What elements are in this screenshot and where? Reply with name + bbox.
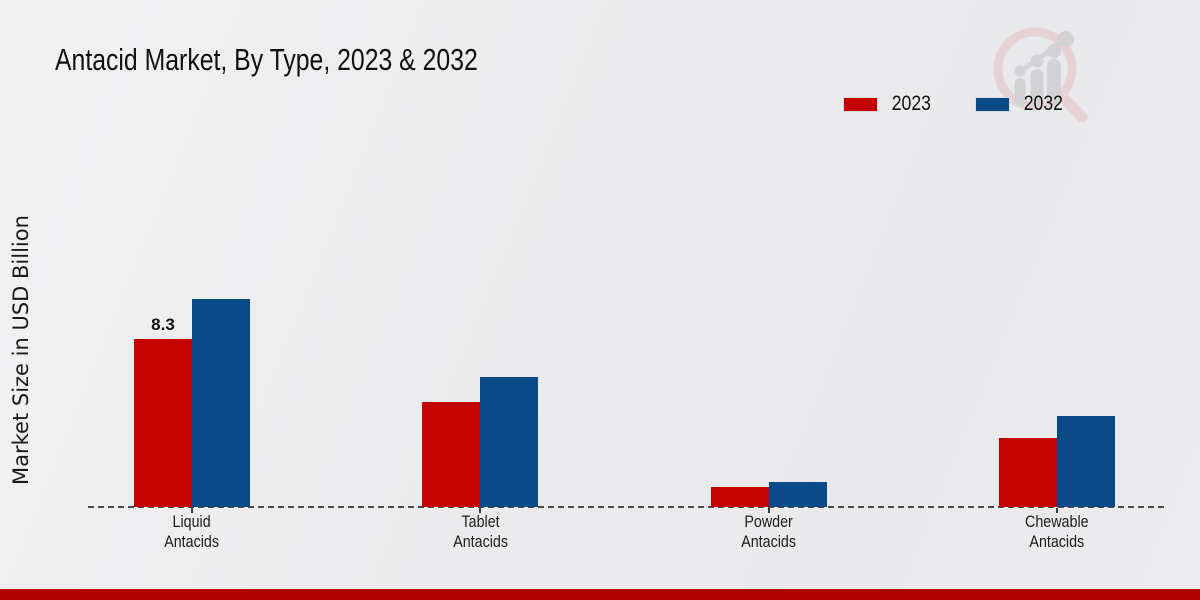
chart-title-text: Antacid Market, By Type, 2023 & 2032 — [55, 42, 478, 77]
legend-label-2032: 2032 — [1023, 92, 1063, 115]
bar-2032-liquid-antacids — [192, 299, 250, 507]
logo-bar-chart-glyph — [1014, 31, 1074, 107]
bar-2023-liquid-antacids — [134, 339, 192, 507]
bar-2032-chewable-antacids — [1057, 416, 1115, 507]
bar-2023-powder-antacids — [710, 487, 769, 507]
bar-2023-chewable-antacids — [999, 438, 1057, 507]
x-axis-tick — [191, 508, 193, 513]
x-axis-tick — [1056, 508, 1058, 513]
x-axis-tick — [767, 508, 770, 513]
bar-value-label: 8.3 — [151, 315, 175, 334]
category-label-chewable-antacids: Chewable Antacids — [1025, 512, 1089, 551]
zero-baseline — [88, 506, 1164, 508]
bar-2032-powder-antacids — [768, 482, 827, 507]
legend-swatch-2023 — [843, 96, 878, 112]
category-label-powder-antacids: Powder Antacids — [741, 512, 797, 551]
legend-item-2032: 2032 — [974, 92, 1067, 116]
chart-legend: 2023 2032 — [843, 92, 1066, 116]
bar-2023-tablet-antacids — [422, 402, 481, 507]
chart-title: Antacid Market, By Type, 2023 & 2032 — [55, 42, 583, 78]
bar-2032-tablet-antacids — [480, 377, 539, 507]
logo-magnifier-handle — [1056, 90, 1088, 122]
legend-item-2023: 2023 — [843, 92, 935, 116]
legend-swatch-2032 — [974, 96, 1010, 112]
legend-label-2023: 2023 — [891, 92, 931, 115]
x-axis-tick — [479, 508, 482, 513]
category-label-liquid-antacids: Liquid Antacids — [164, 512, 220, 551]
market-research-magnifier-logo — [993, 27, 1088, 122]
footer-accent-band — [0, 589, 1200, 600]
category-label-tablet-antacids: Tablet Antacids — [452, 512, 508, 551]
